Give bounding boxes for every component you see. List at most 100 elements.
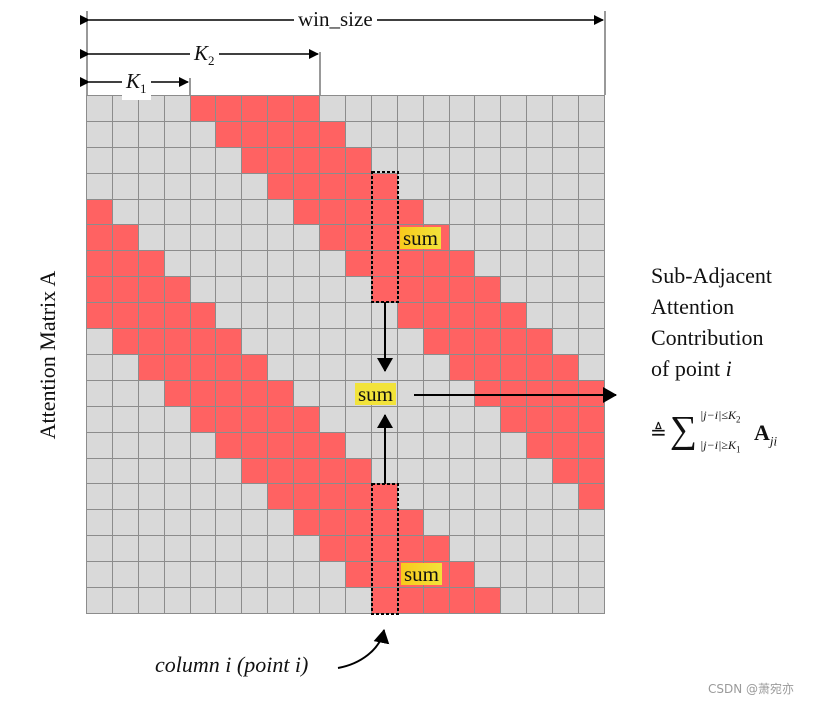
matrix-cell	[112, 329, 138, 354]
matrix-cell	[190, 303, 216, 329]
matrix-cell	[138, 251, 164, 277]
matrix-cell	[268, 251, 294, 277]
matrix-cell	[112, 458, 138, 484]
matrix-cell	[345, 121, 371, 147]
matrix-cell	[320, 432, 345, 458]
matrix-cell	[112, 121, 138, 147]
matrix-cell	[190, 588, 216, 613]
matrix-cell	[164, 173, 190, 199]
k1-symbol: K	[126, 69, 141, 93]
matrix-cell	[112, 484, 138, 510]
matrix-cell	[216, 277, 242, 303]
matrix-cell	[164, 354, 190, 380]
matrix-cell	[320, 562, 345, 588]
matrix-cell	[371, 199, 397, 225]
matrix-cell	[268, 329, 294, 354]
matrix-cell	[475, 251, 501, 277]
matrix-cell	[320, 458, 345, 484]
matrix-cell	[553, 354, 579, 380]
matrix-cell	[527, 277, 553, 303]
matrix-cell	[268, 173, 294, 199]
matrix-cell	[397, 329, 423, 354]
matrix-cell	[371, 562, 397, 588]
matrix-cell	[190, 251, 216, 277]
matrix-cell	[268, 536, 294, 562]
matrix-cell	[475, 303, 501, 329]
matrix-cell	[579, 147, 604, 173]
matrix-cell	[294, 173, 320, 199]
matrix-cell	[527, 458, 553, 484]
matrix-cell	[527, 562, 553, 588]
matrix-cell	[423, 199, 449, 225]
matrix-cell	[164, 96, 190, 121]
matrix-cell	[475, 354, 501, 380]
matrix-cell	[475, 562, 501, 588]
matrix-cell	[87, 354, 112, 380]
matrix-cell	[527, 329, 553, 354]
matrix-cell	[268, 432, 294, 458]
matrix-cell	[371, 277, 397, 303]
matrix-cell	[320, 380, 345, 406]
matrix-cell	[112, 380, 138, 406]
matrix-cell	[112, 588, 138, 613]
matrix-cell	[553, 380, 579, 406]
matrix-cell	[87, 121, 112, 147]
matrix-cell	[527, 251, 553, 277]
matrix-axis-label: Attention Matrix A	[35, 270, 60, 440]
matrix-cell	[423, 432, 449, 458]
matrix-cell	[294, 562, 320, 588]
matrix-cell	[345, 329, 371, 354]
matrix-cell	[527, 588, 553, 613]
matrix-cell	[216, 329, 242, 354]
matrix-cell	[579, 303, 604, 329]
description-point-var: i	[725, 356, 732, 381]
matrix-cell	[87, 588, 112, 613]
matrix-cell	[553, 199, 579, 225]
matrix-cell	[449, 354, 475, 380]
matrix-cell	[501, 225, 527, 251]
matrix-cell	[501, 251, 527, 277]
matrix-cell	[397, 510, 423, 536]
matrix-cell	[423, 96, 449, 121]
sum-label-upper: sum	[400, 227, 442, 249]
lower-bound-sub: 1	[735, 444, 741, 455]
matrix-cell	[397, 199, 423, 225]
matrix-cell	[371, 484, 397, 510]
matrix-cell	[320, 173, 345, 199]
matrix-cell	[475, 536, 501, 562]
matrix-cell	[294, 96, 320, 121]
matrix-cell	[164, 510, 190, 536]
matrix-cell	[527, 536, 553, 562]
matrix-cell	[579, 510, 604, 536]
matrix-cell	[345, 432, 371, 458]
matrix-cell	[112, 406, 138, 432]
matrix-cell	[190, 562, 216, 588]
matrix-cell	[345, 510, 371, 536]
attention-matrix-grid	[86, 95, 605, 614]
matrix-cell	[553, 147, 579, 173]
matrix-cell	[579, 380, 604, 406]
matrix-cell	[527, 147, 553, 173]
matrix-cell	[216, 173, 242, 199]
matrix-cell	[371, 588, 397, 613]
matrix-cell	[475, 406, 501, 432]
matrix-cell	[87, 510, 112, 536]
matrix-cell	[164, 329, 190, 354]
matrix-cell	[294, 354, 320, 380]
matrix-cell	[579, 354, 604, 380]
matrix-cell	[112, 251, 138, 277]
matrix-cell	[242, 96, 268, 121]
matrix-cell	[579, 432, 604, 458]
matrix-cell	[449, 588, 475, 613]
k2-subscript: 2	[208, 53, 215, 69]
matrix-cell	[268, 303, 294, 329]
matrix-cell	[397, 277, 423, 303]
matrix-cell	[449, 96, 475, 121]
matrix-cell	[501, 588, 527, 613]
matrix-cell	[190, 354, 216, 380]
matrix-cell	[579, 329, 604, 354]
matrix-cell	[449, 380, 475, 406]
matrix-cell	[87, 406, 112, 432]
matrix-cell	[138, 510, 164, 536]
matrix-cell	[112, 354, 138, 380]
